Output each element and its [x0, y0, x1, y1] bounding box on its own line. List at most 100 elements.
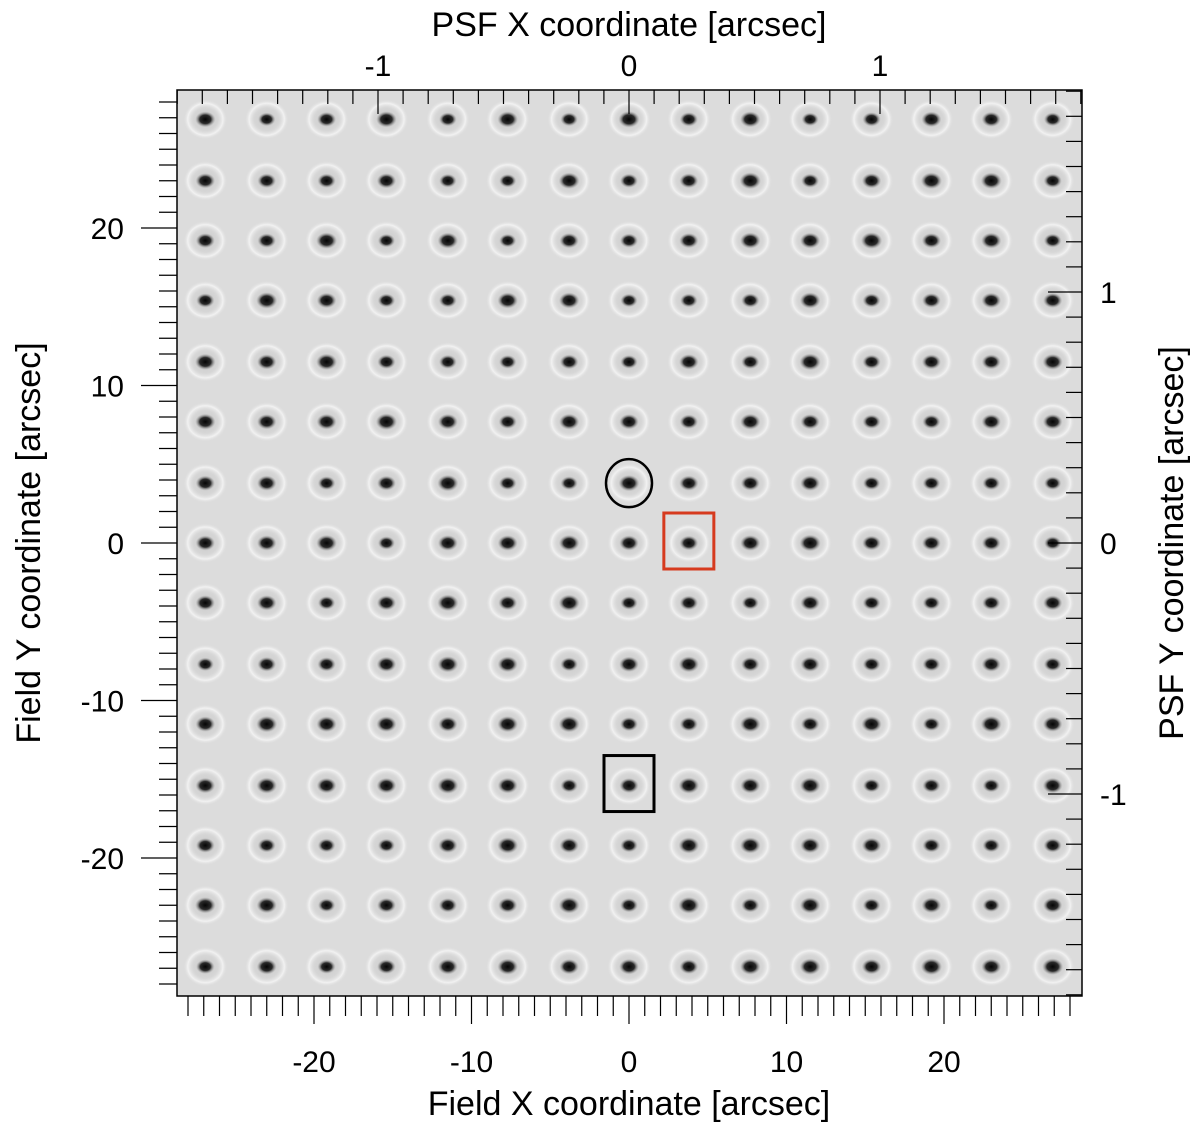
psf-spot	[547, 523, 592, 563]
psf-spot	[666, 523, 711, 563]
psf-spot	[244, 946, 289, 987]
psf-spot	[485, 160, 530, 201]
psf-spot	[425, 160, 470, 201]
psf-spot	[788, 765, 833, 806]
psf-grid	[183, 99, 1075, 987]
psf-spot	[909, 825, 954, 866]
psf-spot	[788, 220, 833, 261]
psf-spot	[1030, 463, 1075, 504]
psf-spot	[666, 825, 711, 866]
psf-spot	[425, 280, 470, 321]
psf-spot	[849, 220, 894, 261]
psf-spot	[969, 704, 1014, 745]
psf-spot	[425, 765, 470, 806]
psf-spot	[183, 582, 228, 623]
psf-spot	[244, 99, 289, 140]
psf-spot	[183, 644, 228, 685]
psf-spot	[607, 825, 651, 866]
psf-spot	[183, 825, 228, 866]
psf-spot	[1030, 160, 1075, 201]
psf-spot	[666, 582, 711, 623]
psf-spot	[666, 946, 711, 987]
psf-spot	[244, 644, 289, 685]
psf-spot	[1030, 582, 1075, 623]
psf-spot	[547, 765, 592, 806]
psf-spot	[364, 765, 409, 806]
psf-spot	[425, 704, 470, 745]
psf-spot	[607, 99, 651, 140]
psf-spot	[364, 99, 409, 140]
psf-spot	[364, 280, 409, 321]
psf-spot	[666, 463, 711, 504]
bottom-tick-label: -10	[450, 1046, 493, 1079]
psf-spot	[485, 463, 530, 504]
right-axis-title: PSF Y coordinate [arcsec]	[1153, 346, 1191, 740]
psf-spot	[1030, 885, 1075, 926]
psf-spot	[425, 463, 470, 504]
bottom-axis-title: Field X coordinate [arcsec]	[428, 1085, 831, 1123]
highlight-square	[602, 754, 656, 814]
psf-spot	[788, 582, 833, 623]
psf-spot	[607, 401, 651, 442]
psf-spot	[304, 99, 349, 140]
psf-spot	[728, 463, 773, 504]
psf-spot	[425, 341, 470, 382]
psf-spot	[244, 885, 289, 926]
psf-spot	[969, 220, 1014, 261]
psf-spot	[607, 341, 651, 382]
psf-spot	[547, 220, 592, 261]
psf-spot	[607, 523, 651, 563]
left-axis-title: Field Y coordinate [arcsec]	[10, 342, 48, 743]
psf-spot	[364, 582, 409, 623]
psf-spot	[547, 704, 592, 745]
psf-spot	[909, 341, 954, 382]
psf-spot	[607, 644, 651, 685]
psf-spot	[666, 644, 711, 685]
psf-spot	[1030, 765, 1075, 806]
psf-spot	[364, 523, 409, 563]
top-axis-title: PSF X coordinate [arcsec]	[432, 6, 827, 44]
psf-spot	[425, 99, 470, 140]
psf-spot	[607, 160, 651, 201]
right-tick-label: 1	[1100, 277, 1117, 310]
psf-spot	[788, 523, 833, 563]
psf-spot	[547, 885, 592, 926]
psf-spot	[969, 523, 1014, 563]
psf-spot	[607, 946, 651, 987]
psf-spot	[425, 401, 470, 442]
psf-spot	[849, 99, 894, 140]
psf-spot	[244, 160, 289, 201]
psf-spot	[666, 401, 711, 442]
psf-spot	[485, 885, 530, 926]
psf-spot	[485, 644, 530, 685]
psf-spot	[666, 885, 711, 926]
psf-spot	[425, 644, 470, 685]
psf-spot	[909, 582, 954, 623]
highlight-square	[662, 511, 716, 571]
psf-spot	[909, 220, 954, 261]
psf-spot	[183, 220, 228, 261]
psf-spot	[849, 704, 894, 745]
psf-spot	[425, 220, 470, 261]
psf-spot	[364, 825, 409, 866]
psf-spot	[969, 765, 1014, 806]
psf-spot	[1030, 946, 1075, 987]
psf-spot	[547, 341, 592, 382]
bottom-tick-label: 10	[770, 1046, 803, 1079]
psf-spot	[244, 220, 289, 261]
psf-spot	[969, 644, 1014, 685]
psf-spot	[728, 401, 773, 442]
top-tick-label: 0	[621, 50, 638, 83]
psf-spot	[425, 523, 470, 563]
psf-spot	[909, 946, 954, 987]
bottom-tick-label: 20	[927, 1046, 960, 1079]
psf-spot	[1030, 825, 1075, 866]
psf-spot	[607, 765, 651, 806]
psf-spot	[969, 160, 1014, 201]
psf-spot	[485, 825, 530, 866]
psf-spot	[485, 401, 530, 442]
psf-spot	[666, 280, 711, 321]
psf-spot	[183, 401, 228, 442]
psf-spot	[183, 280, 228, 321]
psf-spot	[244, 463, 289, 504]
